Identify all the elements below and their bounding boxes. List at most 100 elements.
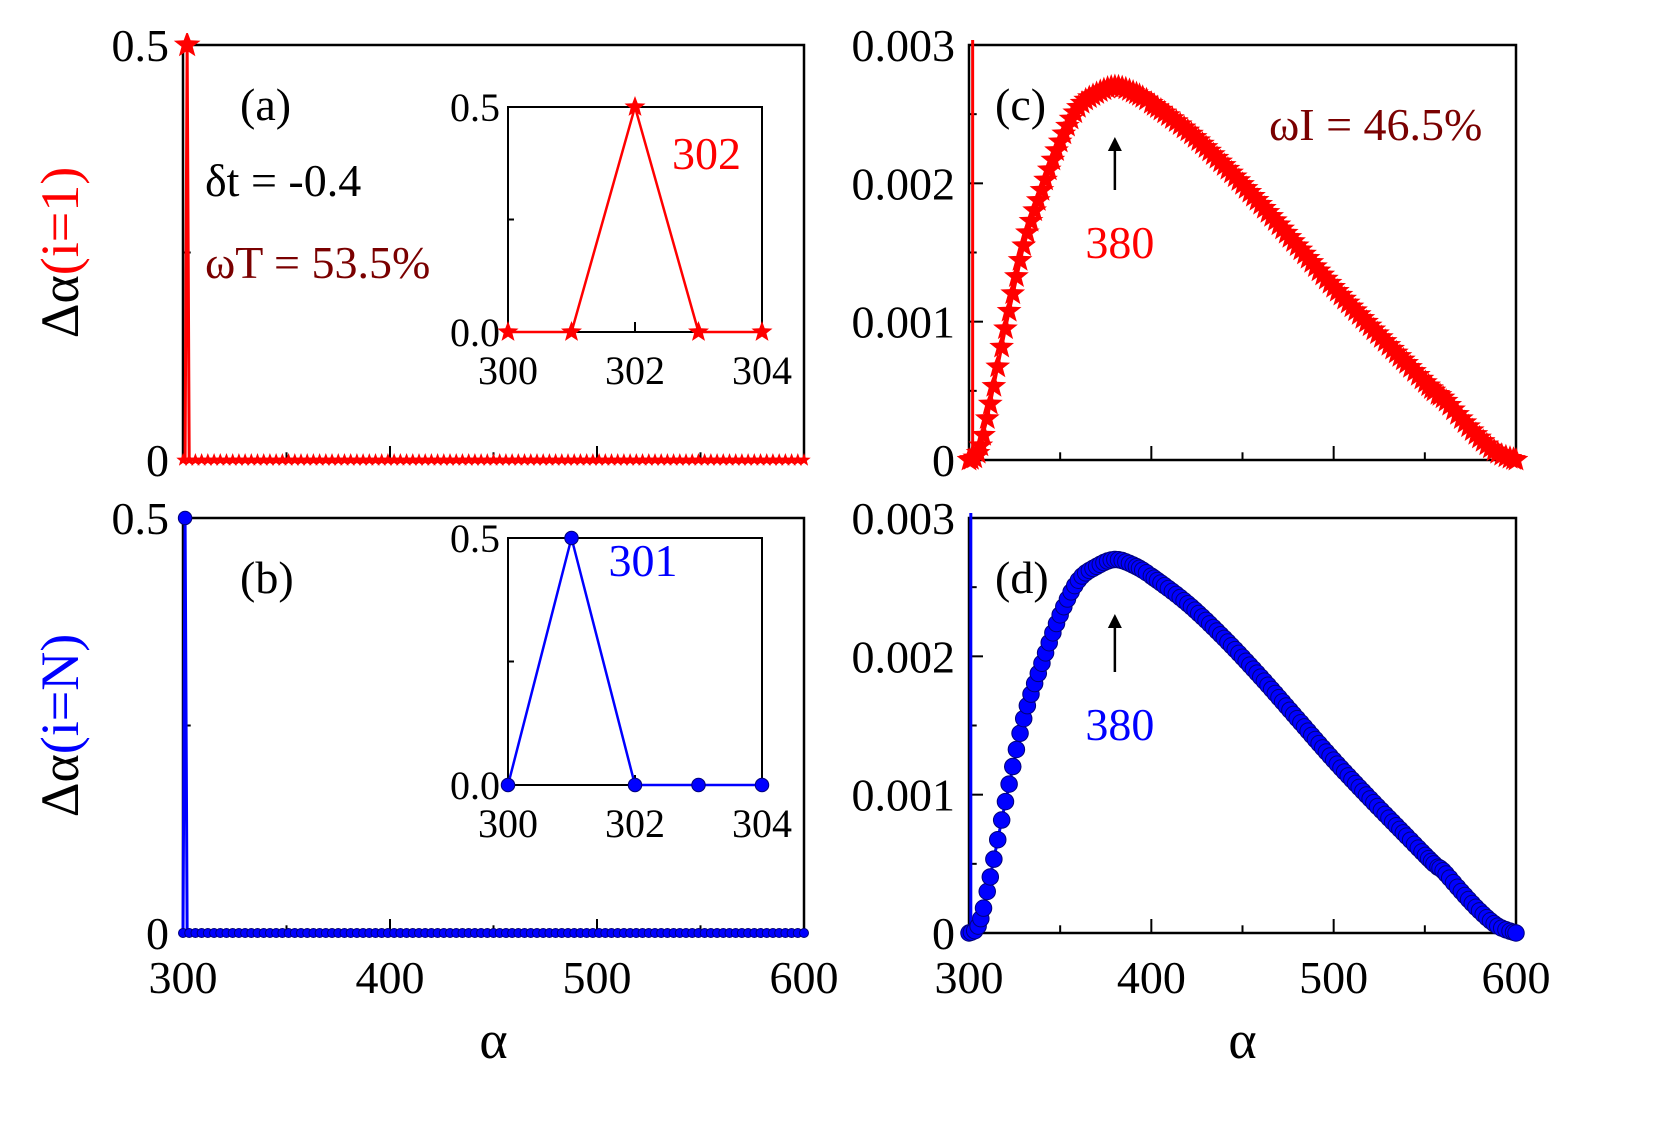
data-point bbox=[561, 453, 575, 466]
data-point bbox=[992, 811, 1011, 829]
x-axis-label: α bbox=[479, 1010, 507, 1070]
data-point bbox=[207, 453, 221, 466]
data-point bbox=[1204, 145, 1230, 169]
peak-arrow-label: 380 bbox=[1085, 699, 1154, 750]
data-point bbox=[480, 453, 494, 466]
data-point bbox=[1255, 199, 1281, 223]
data-point bbox=[362, 453, 376, 466]
data-point bbox=[406, 453, 420, 466]
data-point bbox=[1346, 301, 1372, 325]
data-point bbox=[437, 453, 451, 466]
data-point bbox=[1270, 215, 1295, 240]
data-point bbox=[244, 453, 258, 466]
data-point bbox=[729, 453, 743, 466]
data-point bbox=[1459, 417, 1485, 441]
data-point bbox=[1029, 177, 1055, 201]
y-axis-label-symbol: Δα bbox=[30, 275, 90, 338]
data-point bbox=[1328, 282, 1354, 306]
data-point bbox=[592, 453, 606, 466]
x-tick-label: 400 bbox=[356, 952, 425, 1003]
data-point bbox=[250, 453, 265, 466]
data-point bbox=[698, 453, 712, 466]
data-point bbox=[1004, 263, 1029, 287]
data-point bbox=[381, 453, 395, 466]
data-point bbox=[1259, 203, 1284, 227]
data-point bbox=[797, 453, 811, 466]
data-point bbox=[741, 453, 755, 466]
data-point bbox=[1503, 447, 1528, 471]
data-point bbox=[1025, 187, 1051, 211]
data-point bbox=[666, 453, 681, 466]
inset-data-point bbox=[500, 777, 516, 793]
data-point bbox=[325, 453, 339, 466]
data-point bbox=[1335, 289, 1361, 314]
data-point bbox=[1233, 175, 1259, 199]
data-point bbox=[393, 453, 407, 466]
data-point bbox=[654, 453, 668, 466]
data-point bbox=[1033, 166, 1058, 191]
data-point bbox=[493, 453, 507, 466]
data-point bbox=[517, 453, 532, 466]
data-point bbox=[1000, 280, 1026, 305]
data-point bbox=[648, 453, 662, 466]
y-tick-label: 0 bbox=[932, 908, 955, 959]
inset-peak-label: 301 bbox=[609, 535, 678, 586]
data-point bbox=[1273, 220, 1299, 244]
data-point bbox=[604, 453, 619, 466]
data-point bbox=[462, 453, 476, 466]
data-point bbox=[555, 453, 569, 466]
data-point bbox=[735, 453, 749, 466]
data-point bbox=[182, 453, 196, 466]
data-point bbox=[567, 453, 581, 466]
data-point bbox=[443, 453, 457, 466]
data-point bbox=[981, 373, 1007, 397]
data-point bbox=[1208, 148, 1233, 173]
data-point bbox=[399, 453, 414, 466]
data-point bbox=[1317, 270, 1343, 294]
data-point bbox=[455, 453, 470, 466]
peak-arrow-label: 380 bbox=[1085, 217, 1154, 268]
data-point bbox=[598, 453, 612, 466]
data-point bbox=[1361, 316, 1387, 341]
data-point bbox=[1467, 424, 1492, 449]
inset-data-point bbox=[751, 321, 773, 341]
data-point bbox=[778, 453, 792, 466]
peak-arrow-head bbox=[1107, 137, 1122, 151]
data-point bbox=[704, 453, 718, 466]
data-point bbox=[1193, 134, 1219, 158]
data-point bbox=[710, 453, 724, 466]
data-point bbox=[1215, 156, 1241, 180]
panel-label: (d) bbox=[995, 552, 1049, 603]
data-point bbox=[1011, 232, 1037, 257]
data-point bbox=[1421, 377, 1447, 402]
data-point bbox=[524, 453, 538, 466]
x-axis-label: α bbox=[1228, 1010, 1256, 1070]
data-point bbox=[1226, 167, 1252, 191]
y-tick-label: 0.001 bbox=[852, 297, 956, 348]
data-point bbox=[1011, 724, 1029, 743]
data-point bbox=[344, 453, 358, 466]
data-point bbox=[313, 453, 327, 466]
inset-peak-label: 302 bbox=[672, 128, 741, 179]
data-point bbox=[238, 453, 252, 466]
data-point bbox=[989, 334, 1014, 358]
data-point bbox=[971, 422, 996, 446]
data-point bbox=[1406, 362, 1431, 386]
data-point bbox=[1186, 127, 1212, 151]
data-point bbox=[1284, 232, 1310, 257]
data-point bbox=[1015, 219, 1040, 244]
data-point bbox=[548, 453, 563, 466]
data-point bbox=[1376, 332, 1402, 356]
data-point bbox=[974, 899, 993, 917]
data-point bbox=[1222, 163, 1248, 188]
data-point bbox=[195, 453, 209, 466]
inset-b: 300 302 304 0.0 0.5 301 bbox=[450, 516, 792, 846]
data-point bbox=[784, 453, 799, 466]
data-point bbox=[580, 453, 594, 466]
data-point bbox=[1357, 312, 1383, 337]
data-point bbox=[530, 453, 544, 466]
data-point bbox=[573, 453, 588, 466]
data-point bbox=[1507, 924, 1525, 942]
data-point bbox=[642, 453, 656, 466]
